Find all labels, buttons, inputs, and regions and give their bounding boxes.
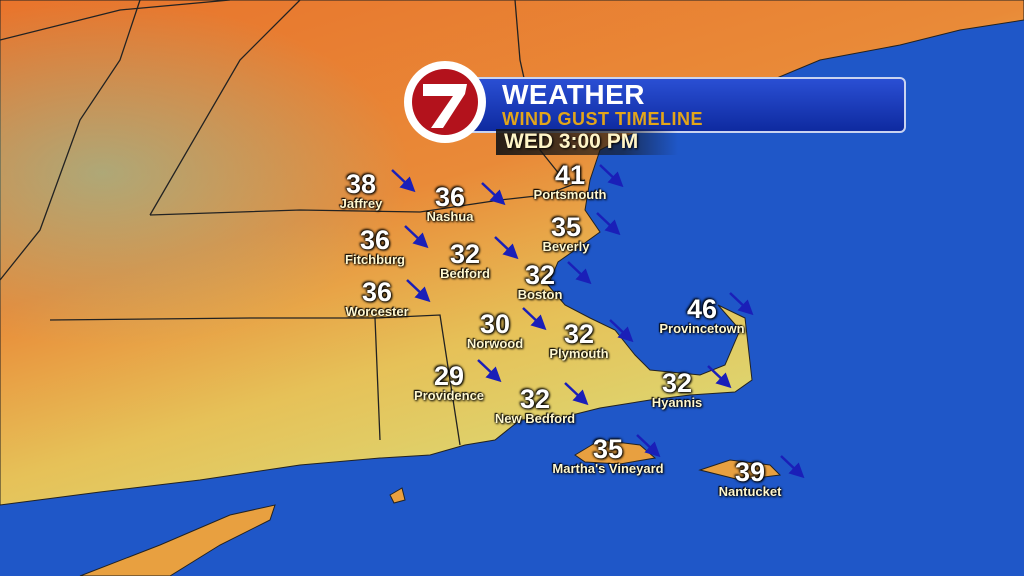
city-name: New Bedford: [494, 411, 576, 426]
wind-arrow-icon: [477, 359, 502, 383]
city-name: Nashua: [426, 209, 474, 224]
city-martha-s-vineyard: 35 Martha's Vineyard: [552, 436, 663, 476]
title-banner: WEATHER WIND GUST TIMELINE: [470, 77, 906, 133]
gust-value: 39: [734, 457, 766, 487]
wind-arrow-icon: [481, 182, 506, 206]
valid-time: WED 3:00 PM: [496, 129, 679, 155]
city-norwood: 30 Norwood: [467, 311, 523, 351]
gust-value: 32: [524, 260, 556, 290]
channel-7-logo: [404, 61, 486, 143]
gust-value: 32: [563, 319, 595, 349]
gust-value: 32: [661, 368, 693, 398]
island-nantucket: [698, 459, 782, 481]
city-name: Plymouth: [549, 346, 609, 361]
gust-value: 46: [686, 294, 718, 324]
city-name: Jaffrey: [339, 196, 383, 211]
wind-arrow-icon: [707, 365, 732, 389]
wind-arrow-icon: [494, 236, 519, 260]
gust-value: 29: [433, 361, 465, 391]
wind-arrow-icon: [596, 212, 621, 236]
wind-arrow-icon: [729, 292, 754, 316]
island-marthas-vineyard: [574, 439, 657, 465]
gust-value: 30: [479, 309, 511, 339]
city-fitchburg: 36 Fitchburg: [345, 227, 405, 267]
gust-value: 35: [592, 434, 624, 464]
wind-arrow-icon: [564, 382, 589, 406]
gust-value: 36: [359, 225, 391, 255]
wind-arrow-icon: [404, 225, 429, 249]
city-nantucket: 39 Nantucket: [719, 459, 782, 499]
island-block: [389, 487, 406, 504]
city-name: Martha's Vineyard: [552, 461, 664, 476]
wind-arrow-icon: [599, 164, 624, 188]
wind-arrow-icon: [780, 455, 805, 479]
city-name: Fitchburg: [345, 252, 405, 267]
wind-arrow-icon: [522, 307, 547, 331]
gust-value: 36: [434, 182, 466, 212]
gust-value: 35: [550, 212, 582, 242]
city-hyannis: 32 Hyannis: [652, 370, 703, 410]
city-portsmouth: 41 Portsmouth: [534, 162, 607, 202]
wind-arrow-icon: [567, 261, 592, 285]
city-worcester: 36 Worcester: [345, 279, 408, 319]
wind-arrows: [391, 164, 805, 479]
city-nashua: 36 Nashua: [427, 184, 474, 224]
wind-arrow-icon: [406, 279, 431, 303]
subtitle: WIND GUST TIMELINE: [502, 109, 703, 129]
city-plymouth: 32 Plymouth: [549, 321, 608, 361]
gust-value: 32: [449, 239, 481, 269]
city-name: Portsmouth: [533, 187, 607, 202]
title: WEATHER: [502, 79, 645, 110]
gust-value: 38: [345, 169, 377, 199]
wind-arrow-icon: [609, 319, 634, 343]
city-name: Providence: [413, 388, 485, 403]
city-name: Norwood: [466, 336, 524, 351]
city-name: Beverly: [542, 239, 590, 254]
gust-value: 36: [361, 277, 393, 307]
city-name: Provincetown: [659, 321, 745, 336]
city-bedford: 32 Bedford: [440, 241, 490, 281]
city-providence: 29 Providence: [414, 363, 484, 403]
city-new-bedford: 32 New Bedford: [495, 386, 575, 426]
city-jaffrey: 38 Jaffrey: [340, 171, 383, 211]
city-name: Nantucket: [718, 484, 782, 499]
city-name: Worcester: [345, 304, 409, 319]
city-name: Hyannis: [651, 395, 703, 410]
long-island: [79, 504, 276, 576]
city-name: Boston: [517, 287, 563, 302]
gust-value: 41: [554, 160, 586, 190]
wind-arrow-icon: [391, 169, 416, 193]
city-name: Bedford: [440, 266, 490, 281]
city-provincetown: 46 Provincetown: [659, 296, 744, 336]
city-boston: 32 Boston: [518, 262, 563, 302]
city-beverly: 35 Beverly: [543, 214, 590, 254]
state-borders: [0, 0, 586, 446]
gust-value: 32: [519, 384, 551, 414]
wind-arrow-icon: [636, 434, 661, 458]
